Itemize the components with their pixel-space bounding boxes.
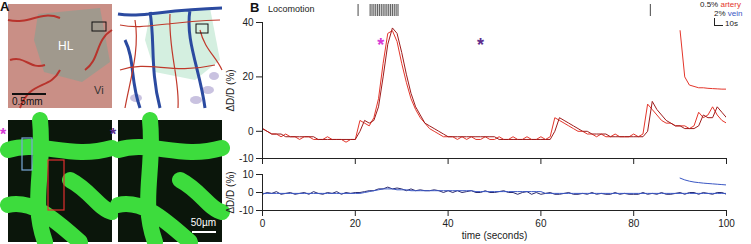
html-text:Locomotion: Locomotion (268, 4, 315, 14)
svg-text:20: 20 (242, 71, 254, 82)
svg-text:40: 40 (443, 218, 455, 229)
svg-text:-10: -10 (239, 153, 254, 164)
svg-text:*: * (0, 126, 7, 143)
svg-text:*: * (110, 126, 117, 143)
html-text:B: B (250, 0, 260, 15)
svg-text:60: 60 (535, 218, 547, 229)
svg-text:80: 80 (628, 218, 640, 229)
svg-text:10: 10 (242, 169, 254, 180)
svg-text:0.5mm: 0.5mm (12, 96, 43, 107)
svg-text:50µm: 50µm (191, 217, 216, 228)
svg-text:time (seconds): time (seconds) (462, 230, 528, 241)
svg-text:A: A (0, 0, 10, 14)
html-text:2% vein: 2% vein (714, 9, 743, 18)
svg-text:40: 40 (242, 17, 254, 28)
html-text:0.5% artery: 0.5% artery (700, 0, 741, 9)
svg-text:20: 20 (350, 218, 362, 229)
svg-text:0: 0 (248, 126, 254, 137)
svg-text:100: 100 (718, 218, 735, 229)
svg-text:*: * (477, 35, 484, 55)
svg-text:*: * (377, 35, 384, 55)
svg-text:ΔD/D (%): ΔD/D (%) (225, 171, 236, 213)
svg-text:ΔD/D (%): ΔD/D (%) (225, 69, 236, 111)
svg-text:0: 0 (248, 187, 254, 198)
svg-text:-10: -10 (239, 205, 254, 216)
html-text:10s: 10s (725, 19, 738, 28)
svg-text:Vi: Vi (94, 84, 104, 96)
svg-text:0: 0 (260, 218, 266, 229)
svg-text:HL: HL (58, 39, 74, 53)
